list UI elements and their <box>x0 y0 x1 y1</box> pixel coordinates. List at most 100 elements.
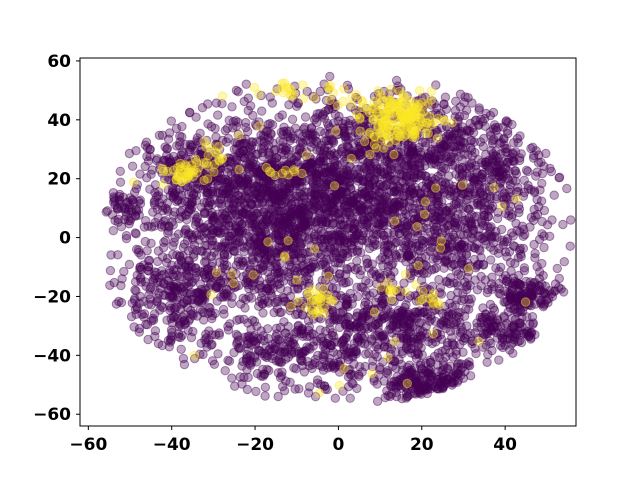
data-point <box>287 153 297 163</box>
data-point <box>298 216 309 226</box>
data-point <box>286 199 296 209</box>
data-point <box>351 200 362 210</box>
data-point <box>264 248 274 258</box>
data-point <box>261 215 272 226</box>
data-point <box>310 190 321 200</box>
data-point <box>400 226 410 237</box>
data-point <box>184 266 194 276</box>
data-point <box>230 179 240 189</box>
data-point <box>198 315 209 325</box>
data-point <box>332 178 342 189</box>
data-point <box>172 250 182 260</box>
data-point <box>371 218 381 229</box>
data-point <box>367 323 378 333</box>
data-point <box>307 158 317 169</box>
data-point <box>347 378 357 388</box>
data-point <box>200 227 211 237</box>
data-point <box>489 281 499 292</box>
data-point <box>288 131 298 141</box>
data-point <box>272 329 282 339</box>
data-point <box>280 163 290 174</box>
data-point <box>362 258 372 269</box>
data-point <box>314 213 324 224</box>
data-point <box>299 367 310 377</box>
data-point <box>319 145 330 156</box>
data-point <box>215 188 226 199</box>
data-point <box>258 207 269 217</box>
data-point <box>342 264 353 275</box>
data-point <box>542 220 553 230</box>
data-point <box>441 378 451 388</box>
data-point <box>450 105 461 116</box>
data-point <box>197 103 208 113</box>
data-point <box>305 158 315 168</box>
data-point <box>504 187 514 198</box>
data-point <box>330 393 340 403</box>
data-point <box>243 273 253 284</box>
data-point <box>109 277 119 288</box>
data-point <box>364 172 375 183</box>
data-point <box>344 223 355 233</box>
data-point <box>146 238 156 249</box>
data-point <box>296 162 306 172</box>
data-point <box>428 219 439 229</box>
data-point <box>455 307 465 317</box>
data-point <box>172 295 182 305</box>
data-point <box>211 282 221 292</box>
data-point <box>180 210 191 220</box>
data-point <box>142 246 152 256</box>
data-point <box>195 289 205 300</box>
data-point <box>526 185 536 195</box>
data-point <box>268 212 278 222</box>
data-point <box>125 216 135 226</box>
data-point <box>308 205 318 215</box>
data-point <box>260 382 271 392</box>
data-point <box>327 94 337 105</box>
data-point <box>465 185 475 195</box>
data-point <box>487 170 498 180</box>
data-point <box>327 328 338 338</box>
data-point <box>516 249 526 259</box>
data-point <box>350 234 360 244</box>
data-point <box>336 174 346 185</box>
data-point <box>256 191 266 201</box>
data-point <box>297 227 307 237</box>
data-point <box>321 150 331 161</box>
data-point <box>198 148 208 159</box>
data-point <box>210 123 220 134</box>
data-point <box>276 144 286 154</box>
data-point <box>208 175 218 185</box>
data-point <box>145 284 155 294</box>
data-point <box>318 197 329 207</box>
data-point <box>487 272 497 282</box>
data-point <box>276 273 286 283</box>
data-point <box>266 128 276 139</box>
data-point <box>326 236 337 247</box>
data-point <box>261 279 271 289</box>
data-point <box>250 352 260 363</box>
data-point <box>254 284 264 294</box>
data-point <box>315 234 325 245</box>
data-point <box>317 275 327 286</box>
data-point <box>255 248 266 258</box>
data-point <box>331 283 341 294</box>
data-point <box>152 297 162 307</box>
data-point <box>167 187 178 198</box>
data-point <box>223 250 233 260</box>
data-point <box>284 182 295 193</box>
data-point <box>208 188 218 199</box>
data-point <box>382 342 393 353</box>
data-point <box>205 303 215 313</box>
data-point <box>449 217 460 228</box>
data-point <box>260 172 271 182</box>
data-point <box>307 329 317 339</box>
data-point <box>339 236 349 246</box>
data-point <box>320 168 330 178</box>
data-point <box>277 292 288 303</box>
data-point <box>246 324 256 334</box>
data-point <box>214 328 224 338</box>
data-point <box>264 186 274 196</box>
data-point <box>248 110 258 121</box>
data-point <box>233 87 243 97</box>
data-point <box>278 276 289 286</box>
